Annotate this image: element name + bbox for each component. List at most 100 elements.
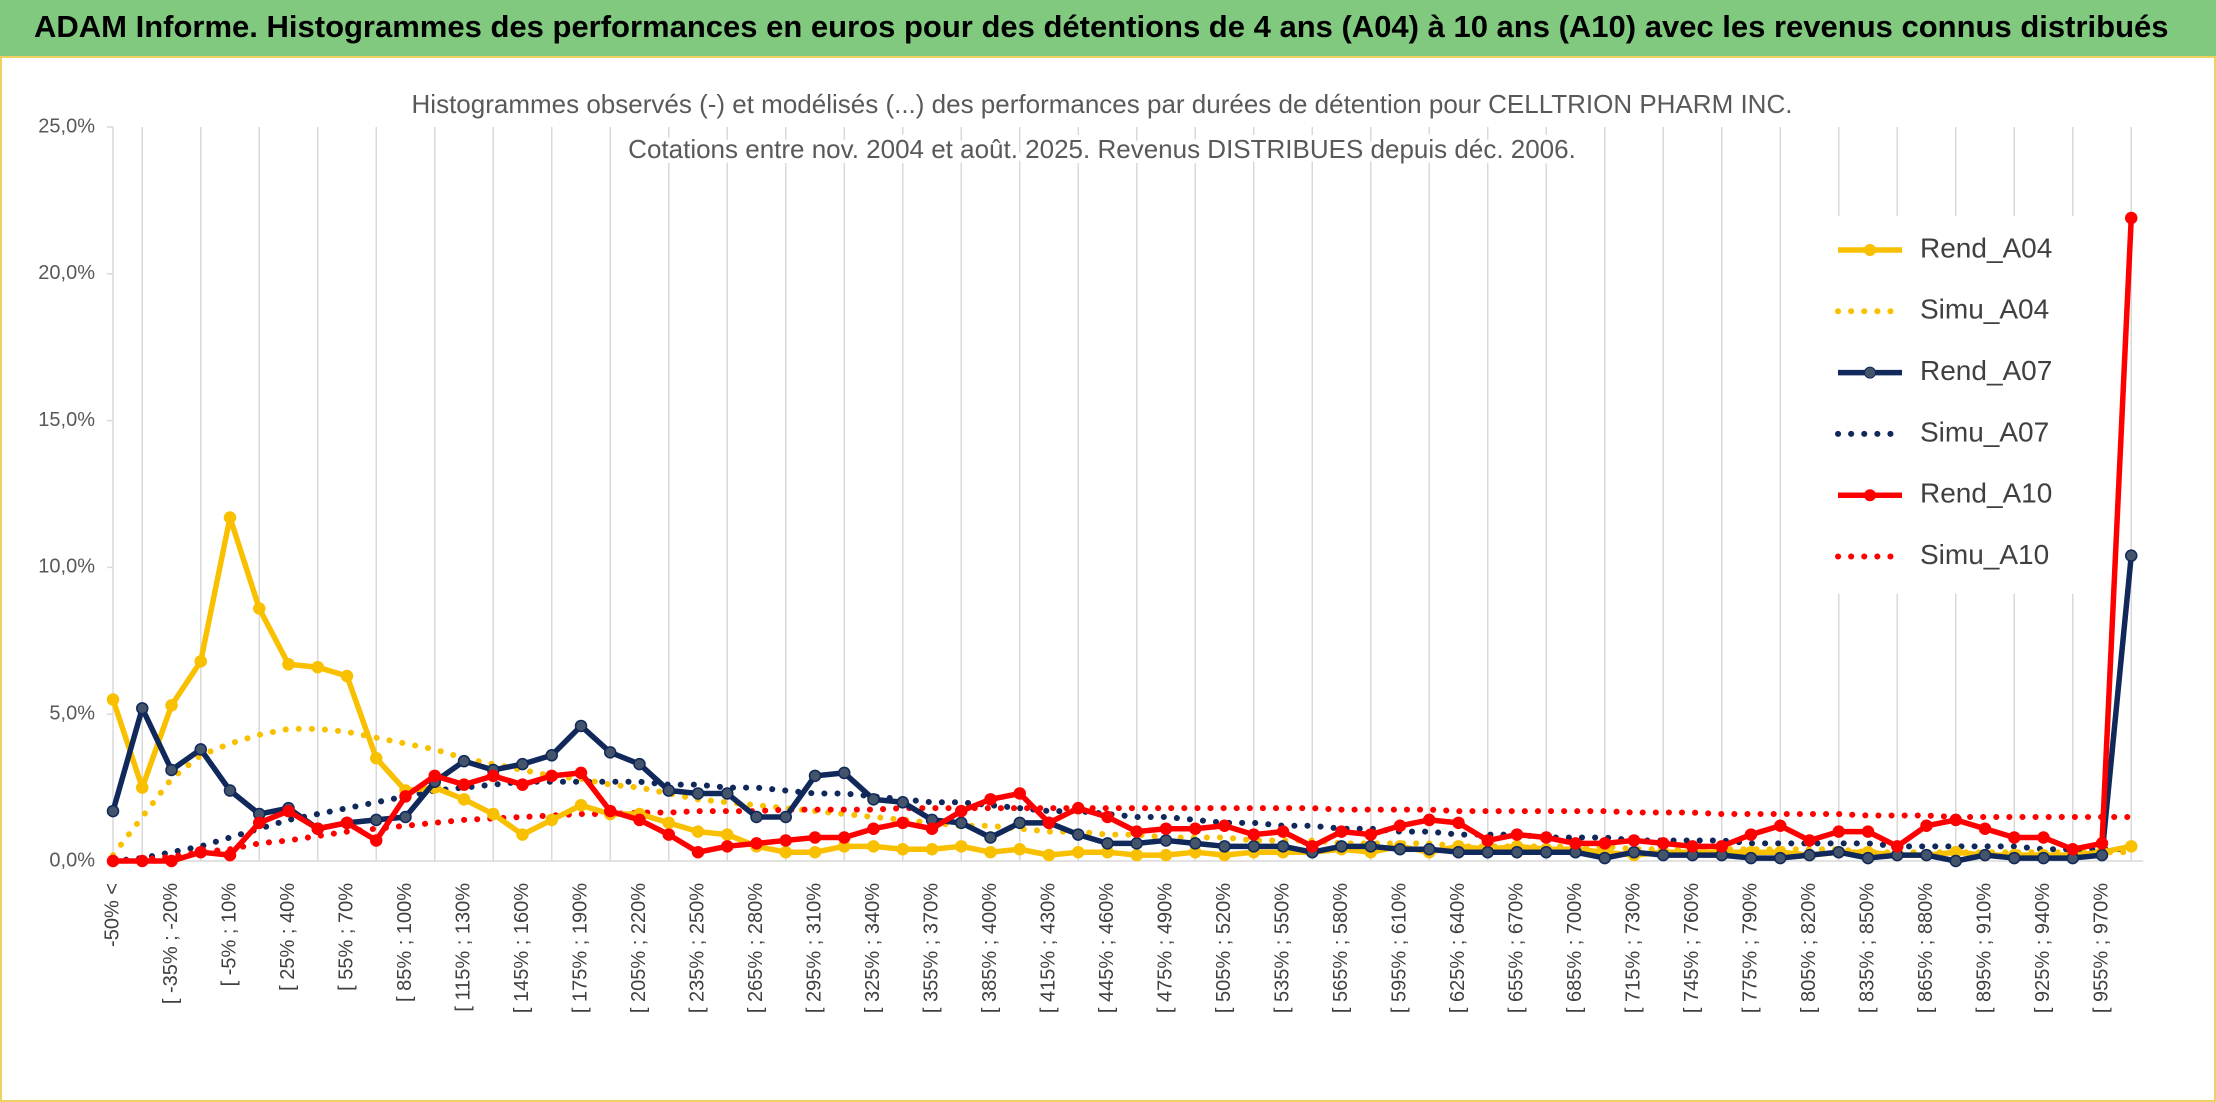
x-tick-label: [ 955% ; 970% xyxy=(2090,883,2112,1013)
marker xyxy=(1335,825,1348,838)
marker xyxy=(984,831,997,844)
marker xyxy=(574,719,588,733)
marker xyxy=(721,828,734,841)
marker xyxy=(1423,813,1436,827)
marker xyxy=(1832,845,1845,859)
marker xyxy=(1130,837,1143,850)
marker xyxy=(896,816,909,830)
marker xyxy=(1042,848,1056,862)
marker xyxy=(1978,848,1992,862)
marker xyxy=(1803,848,1816,862)
marker xyxy=(2066,843,2079,856)
marker xyxy=(223,511,237,524)
marker xyxy=(1715,840,1728,853)
legend-label: Simu_A10 xyxy=(1920,539,2049,570)
header-bar xyxy=(0,0,2216,56)
marker xyxy=(1510,845,1524,859)
x-tick-label: [ 865% ; 880% xyxy=(1915,883,1937,1013)
marker xyxy=(574,766,588,780)
x-tick-label: [ 745% ; 760% xyxy=(1681,883,1703,1013)
marker xyxy=(574,798,588,812)
marker xyxy=(633,757,646,771)
x-tick-label: [ 205% ; 220% xyxy=(628,883,650,1013)
marker xyxy=(165,699,178,712)
x-tick-label: [ -35% ; -20% xyxy=(160,883,182,1004)
marker xyxy=(633,813,646,827)
chart-title: Histogrammes observés (-) et modélisés (… xyxy=(412,89,1793,119)
marker xyxy=(1189,837,1202,850)
y-tick-label: 15,0% xyxy=(38,409,95,431)
marker xyxy=(1481,834,1494,847)
marker xyxy=(925,822,939,835)
header-title: ADAM Informe. Histogrammes des performan… xyxy=(34,9,2169,44)
marker xyxy=(1101,810,1114,824)
marker xyxy=(1774,851,1787,865)
marker xyxy=(311,660,324,674)
marker xyxy=(721,787,734,800)
marker xyxy=(1072,828,1085,841)
marker xyxy=(1130,848,1143,862)
x-tick-label: [ 265% ; 280% xyxy=(745,883,767,1013)
legend: Rend_A04 Simu_A04 Rend_A07 Simu_A07 Rend_A10… xyxy=(1824,216,2074,594)
marker xyxy=(808,831,822,844)
marker xyxy=(1920,819,1933,833)
x-tick-label: [ 85% ; 100% xyxy=(394,883,416,1002)
marker xyxy=(1481,845,1494,859)
marker xyxy=(457,778,471,791)
marker xyxy=(282,658,295,671)
marker xyxy=(779,845,792,859)
marker xyxy=(662,784,675,797)
marker xyxy=(1803,834,1816,847)
marker xyxy=(1013,816,1026,830)
marker xyxy=(691,825,705,838)
x-tick-label: [ 775% ; 790% xyxy=(1739,883,1761,1013)
marker xyxy=(1627,845,1641,859)
marker xyxy=(1218,819,1231,833)
x-tick-label: [ 145% ; 160% xyxy=(511,883,533,1013)
marker xyxy=(1218,840,1231,853)
x-tick-label: [ 835% ; 850% xyxy=(1856,883,1878,1013)
x-tick-label: [ 805% ; 820% xyxy=(1798,883,1820,1013)
marker xyxy=(955,840,968,853)
marker xyxy=(428,769,441,783)
marker xyxy=(399,790,412,803)
x-tick-label: [ 895% ; 910% xyxy=(1973,883,1995,1013)
marker xyxy=(1657,848,1670,862)
marker xyxy=(1744,851,1758,865)
marker xyxy=(779,810,792,824)
marker xyxy=(1306,840,1319,853)
marker xyxy=(1832,825,1845,838)
marker xyxy=(1364,828,1377,841)
marker xyxy=(779,834,792,847)
marker xyxy=(165,763,178,777)
x-tick-label: [ 685% ; 700% xyxy=(1564,883,1586,1013)
marker xyxy=(106,693,120,706)
marker xyxy=(516,828,529,841)
marker xyxy=(1686,840,1699,853)
marker xyxy=(662,828,675,841)
marker xyxy=(1364,840,1377,853)
marker xyxy=(1861,825,1875,838)
marker xyxy=(487,807,500,821)
chart-border xyxy=(0,56,2216,1102)
marker xyxy=(984,793,997,806)
x-tick-label: [ 295% ; 310% xyxy=(803,883,825,1013)
marker xyxy=(838,831,851,844)
marker xyxy=(750,810,763,824)
marker xyxy=(1774,819,1787,833)
marker xyxy=(2125,549,2138,562)
marker xyxy=(516,778,529,791)
marker xyxy=(370,751,383,765)
marker xyxy=(2125,840,2138,853)
legend-label: Simu_A04 xyxy=(1920,294,2049,325)
marker xyxy=(1013,787,1026,800)
marker xyxy=(867,840,880,853)
y-tick-label: 0,0% xyxy=(49,849,95,871)
legend-marker xyxy=(1864,244,1876,256)
marker xyxy=(925,843,939,856)
marker xyxy=(165,854,178,868)
y-tick-label: 25,0% xyxy=(38,115,95,137)
x-tick-label: [ 355% ; 370% xyxy=(920,883,942,1013)
marker xyxy=(370,813,383,827)
